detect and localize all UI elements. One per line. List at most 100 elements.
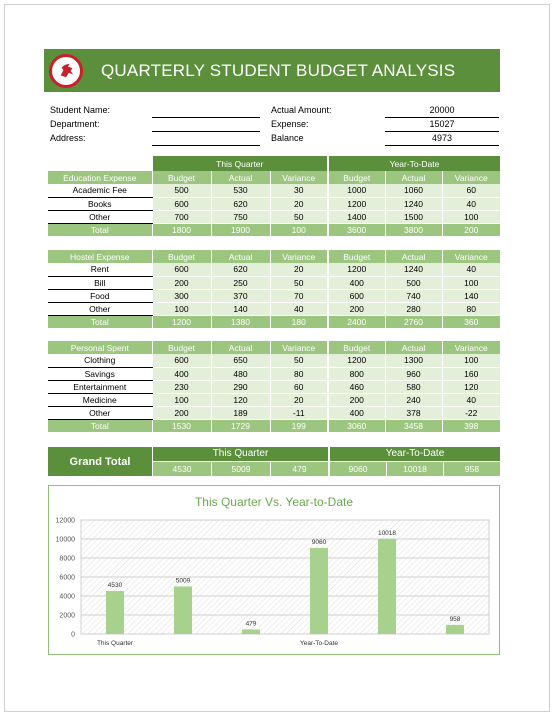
col-header-budget: Budget xyxy=(327,250,385,263)
table-cell: 400 xyxy=(151,367,211,381)
total-label: Total xyxy=(48,419,152,432)
table-cell: 70 xyxy=(269,289,328,303)
table-cell: 40 xyxy=(441,197,500,211)
chart-plot: 0 2000 4000 6000 8000 10000 12000 4530 This Quar… xyxy=(56,518,490,647)
row-label: Clothing xyxy=(48,354,152,368)
col-header-variance: Variance xyxy=(269,250,328,263)
table-cell: 40 xyxy=(269,302,328,316)
data-label: 4530 xyxy=(108,582,123,589)
table-cell: 600 xyxy=(327,289,385,303)
table-cell: 60 xyxy=(269,380,328,394)
expense-value: 15027 xyxy=(429,119,455,129)
comparison-chart: This Quarter Vs. Year-to-Date 0 2000 4000 6… xyxy=(48,485,500,655)
grand-ytd-budget: 9060 xyxy=(330,462,386,476)
bar xyxy=(106,590,124,634)
department-label: Department: xyxy=(50,119,100,129)
table-cell: 620 xyxy=(210,197,270,211)
y-tick-label: 0 xyxy=(71,632,75,639)
balance-label: Balance xyxy=(271,133,304,143)
data-label: 5009 xyxy=(176,577,191,584)
table-cell: 80 xyxy=(269,367,328,381)
actual-amount-label: Actual Amount: xyxy=(271,105,332,115)
budget-section-table: Hostel Expense Budget Actual Variance Budget… xyxy=(48,250,500,328)
table-cell: 1500 xyxy=(384,210,442,224)
table-row: Other 200 189 -11 400 378 -22 xyxy=(48,406,500,420)
grand-this-quarter-header: This Quarter xyxy=(153,447,328,461)
y-tick-label: 10000 xyxy=(56,537,76,544)
table-cell: 40 xyxy=(441,393,500,407)
table-row: Savings 400 480 80 800 960 160 xyxy=(48,367,500,381)
horse-icon xyxy=(60,63,74,78)
col-header-variance: Variance xyxy=(269,341,328,354)
x-tick-label: This Quarter xyxy=(97,640,134,647)
y-tick-label: 6000 xyxy=(59,575,75,582)
table-cell: 600 xyxy=(151,263,211,277)
data-label: 9060 xyxy=(312,539,327,546)
chart-title: This Quarter Vs. Year-to-Date xyxy=(194,495,354,509)
address-field xyxy=(152,145,260,146)
table-cell: 140 xyxy=(441,289,500,303)
this-quarter-header: This Quarter xyxy=(151,156,328,171)
table-cell: 290 xyxy=(210,380,270,394)
total-row: Total 1800 1900 100 3600 3800 200 xyxy=(48,223,500,236)
row-label: Other xyxy=(48,302,152,316)
table-cell: 960 xyxy=(384,367,442,381)
table-row: Entertainment 230 290 60 460 580 120 xyxy=(48,380,500,394)
table-cell: 1000 xyxy=(327,184,385,198)
bar xyxy=(378,538,396,634)
table-cell: 140 xyxy=(210,302,270,316)
y-tick-label: 4000 xyxy=(59,594,75,601)
bar xyxy=(174,586,192,634)
col-header-actual: Actual xyxy=(210,171,270,184)
table-cell: 1200 xyxy=(327,197,385,211)
table-cell: 30 xyxy=(269,184,328,198)
table-cell: 20 xyxy=(269,393,328,407)
col-header-budget: Budget xyxy=(151,341,211,354)
total-label: Total xyxy=(48,223,152,236)
total-cell: 2760 xyxy=(384,315,442,328)
table-cell: 280 xyxy=(384,302,442,316)
period-header-blank xyxy=(48,156,152,171)
total-cell: 2400 xyxy=(327,315,385,328)
row-label: Medicine xyxy=(48,393,152,407)
table-cell: 20 xyxy=(269,197,328,211)
row-label: Rent xyxy=(48,263,152,277)
table-cell: 378 xyxy=(384,406,442,420)
data-label: 958 xyxy=(450,616,461,623)
table-row: Academic Fee 500 530 30 1000 1060 60 xyxy=(48,184,500,198)
table-cell: 370 xyxy=(210,289,270,303)
table-cell: 50 xyxy=(269,354,328,368)
col-header-budget: Budget xyxy=(151,171,211,184)
table-row: Books 600 620 20 1200 1240 40 xyxy=(48,197,500,211)
table-cell: 200 xyxy=(327,302,385,316)
address-label: Address: xyxy=(50,133,86,143)
bar xyxy=(310,547,328,634)
table-cell: 50 xyxy=(269,210,328,224)
total-row: Total 1530 1729 199 3060 3458 398 xyxy=(48,419,500,432)
budget-section-table: Personal Spent Budget Actual Variance Budget… xyxy=(48,341,500,432)
balance-underline xyxy=(385,145,499,146)
table-row: Other 100 140 40 200 280 80 xyxy=(48,302,500,316)
table-cell: 500 xyxy=(384,276,442,290)
table-cell: 400 xyxy=(327,406,385,420)
table-cell: 1060 xyxy=(384,184,442,198)
table-cell: 250 xyxy=(210,276,270,290)
title-banner: QUARTERLY STUDENT BUDGET ANALYSIS xyxy=(44,49,500,92)
grand-tq-actual: 5009 xyxy=(212,462,270,476)
table-cell: 580 xyxy=(384,380,442,394)
total-cell: 200 xyxy=(441,223,500,236)
period-header: This Quarter Year-To-Date xyxy=(48,156,500,171)
table-cell: 650 xyxy=(210,354,270,368)
row-label: Academic Fee xyxy=(48,184,152,198)
table-cell: 160 xyxy=(441,367,500,381)
total-cell: 3800 xyxy=(384,223,442,236)
table-cell: 1200 xyxy=(327,354,385,368)
table-cell: 800 xyxy=(327,367,385,381)
y-tick-label: 2000 xyxy=(59,613,75,620)
table-cell: 50 xyxy=(269,276,328,290)
actual-amount-underline xyxy=(385,117,499,118)
table-cell: 200 xyxy=(327,393,385,407)
table-cell: 230 xyxy=(151,380,211,394)
grand-ytd-actual: 10018 xyxy=(387,462,443,476)
table-cell: 1400 xyxy=(327,210,385,224)
